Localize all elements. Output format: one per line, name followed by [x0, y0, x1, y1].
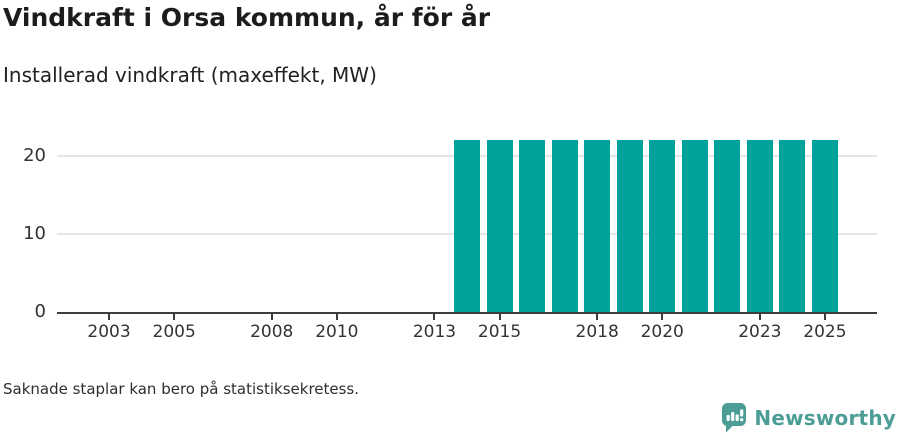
x-tick-label: 2010	[315, 322, 359, 342]
bar	[486, 139, 513, 312]
x-tick-label: 2013	[412, 322, 457, 342]
x-tick-mark	[823, 314, 826, 320]
bar	[584, 139, 611, 312]
plot-area	[57, 130, 877, 314]
x-tick-mark	[596, 314, 599, 320]
x-tick-mark	[270, 314, 273, 320]
x-tick-label: 2025	[803, 322, 847, 342]
newsworthy-attribution[interactable]: Newsworthy	[721, 402, 896, 434]
x-tick-label: 2015	[477, 322, 522, 342]
bar	[681, 139, 708, 312]
bar	[454, 139, 480, 312]
x-tick-label: 2020	[640, 322, 684, 342]
x-tick-label: 2005	[152, 322, 196, 342]
bar	[811, 139, 838, 312]
newsworthy-logo-icon	[721, 402, 747, 434]
x-tick-mark	[335, 314, 338, 320]
x-tick-mark	[661, 314, 664, 320]
bar	[649, 139, 676, 312]
chart-subtitle: Installerad vindkraft (maxeffekt, MW)	[3, 63, 377, 87]
page-title: Vindkraft i Orsa kommun, år för år	[3, 3, 491, 32]
bar	[551, 139, 578, 312]
x-tick-mark	[758, 314, 761, 320]
x-tick-mark	[433, 314, 436, 320]
y-tick-label: 20	[23, 144, 46, 166]
x-tick-mark	[498, 314, 501, 320]
bar	[616, 139, 643, 312]
x-tick-mark	[173, 314, 176, 320]
x-tick-label: 2003	[87, 322, 131, 342]
y-tick-label: 0	[34, 301, 46, 322]
x-tick-label: 2018	[575, 322, 619, 342]
bar	[746, 139, 773, 312]
bar	[519, 139, 546, 312]
x-tick-label: 2008	[250, 322, 294, 342]
footer-note: Saknade staplar kan bero på statistiksek…	[3, 380, 360, 398]
x-tick-label: 2023	[738, 322, 782, 342]
y-tick-label: 10	[23, 222, 46, 244]
x-tick-mark	[108, 314, 111, 320]
bar	[714, 139, 741, 312]
newsworthy-wordmark: Newsworthy	[754, 406, 896, 430]
bar	[779, 139, 806, 312]
